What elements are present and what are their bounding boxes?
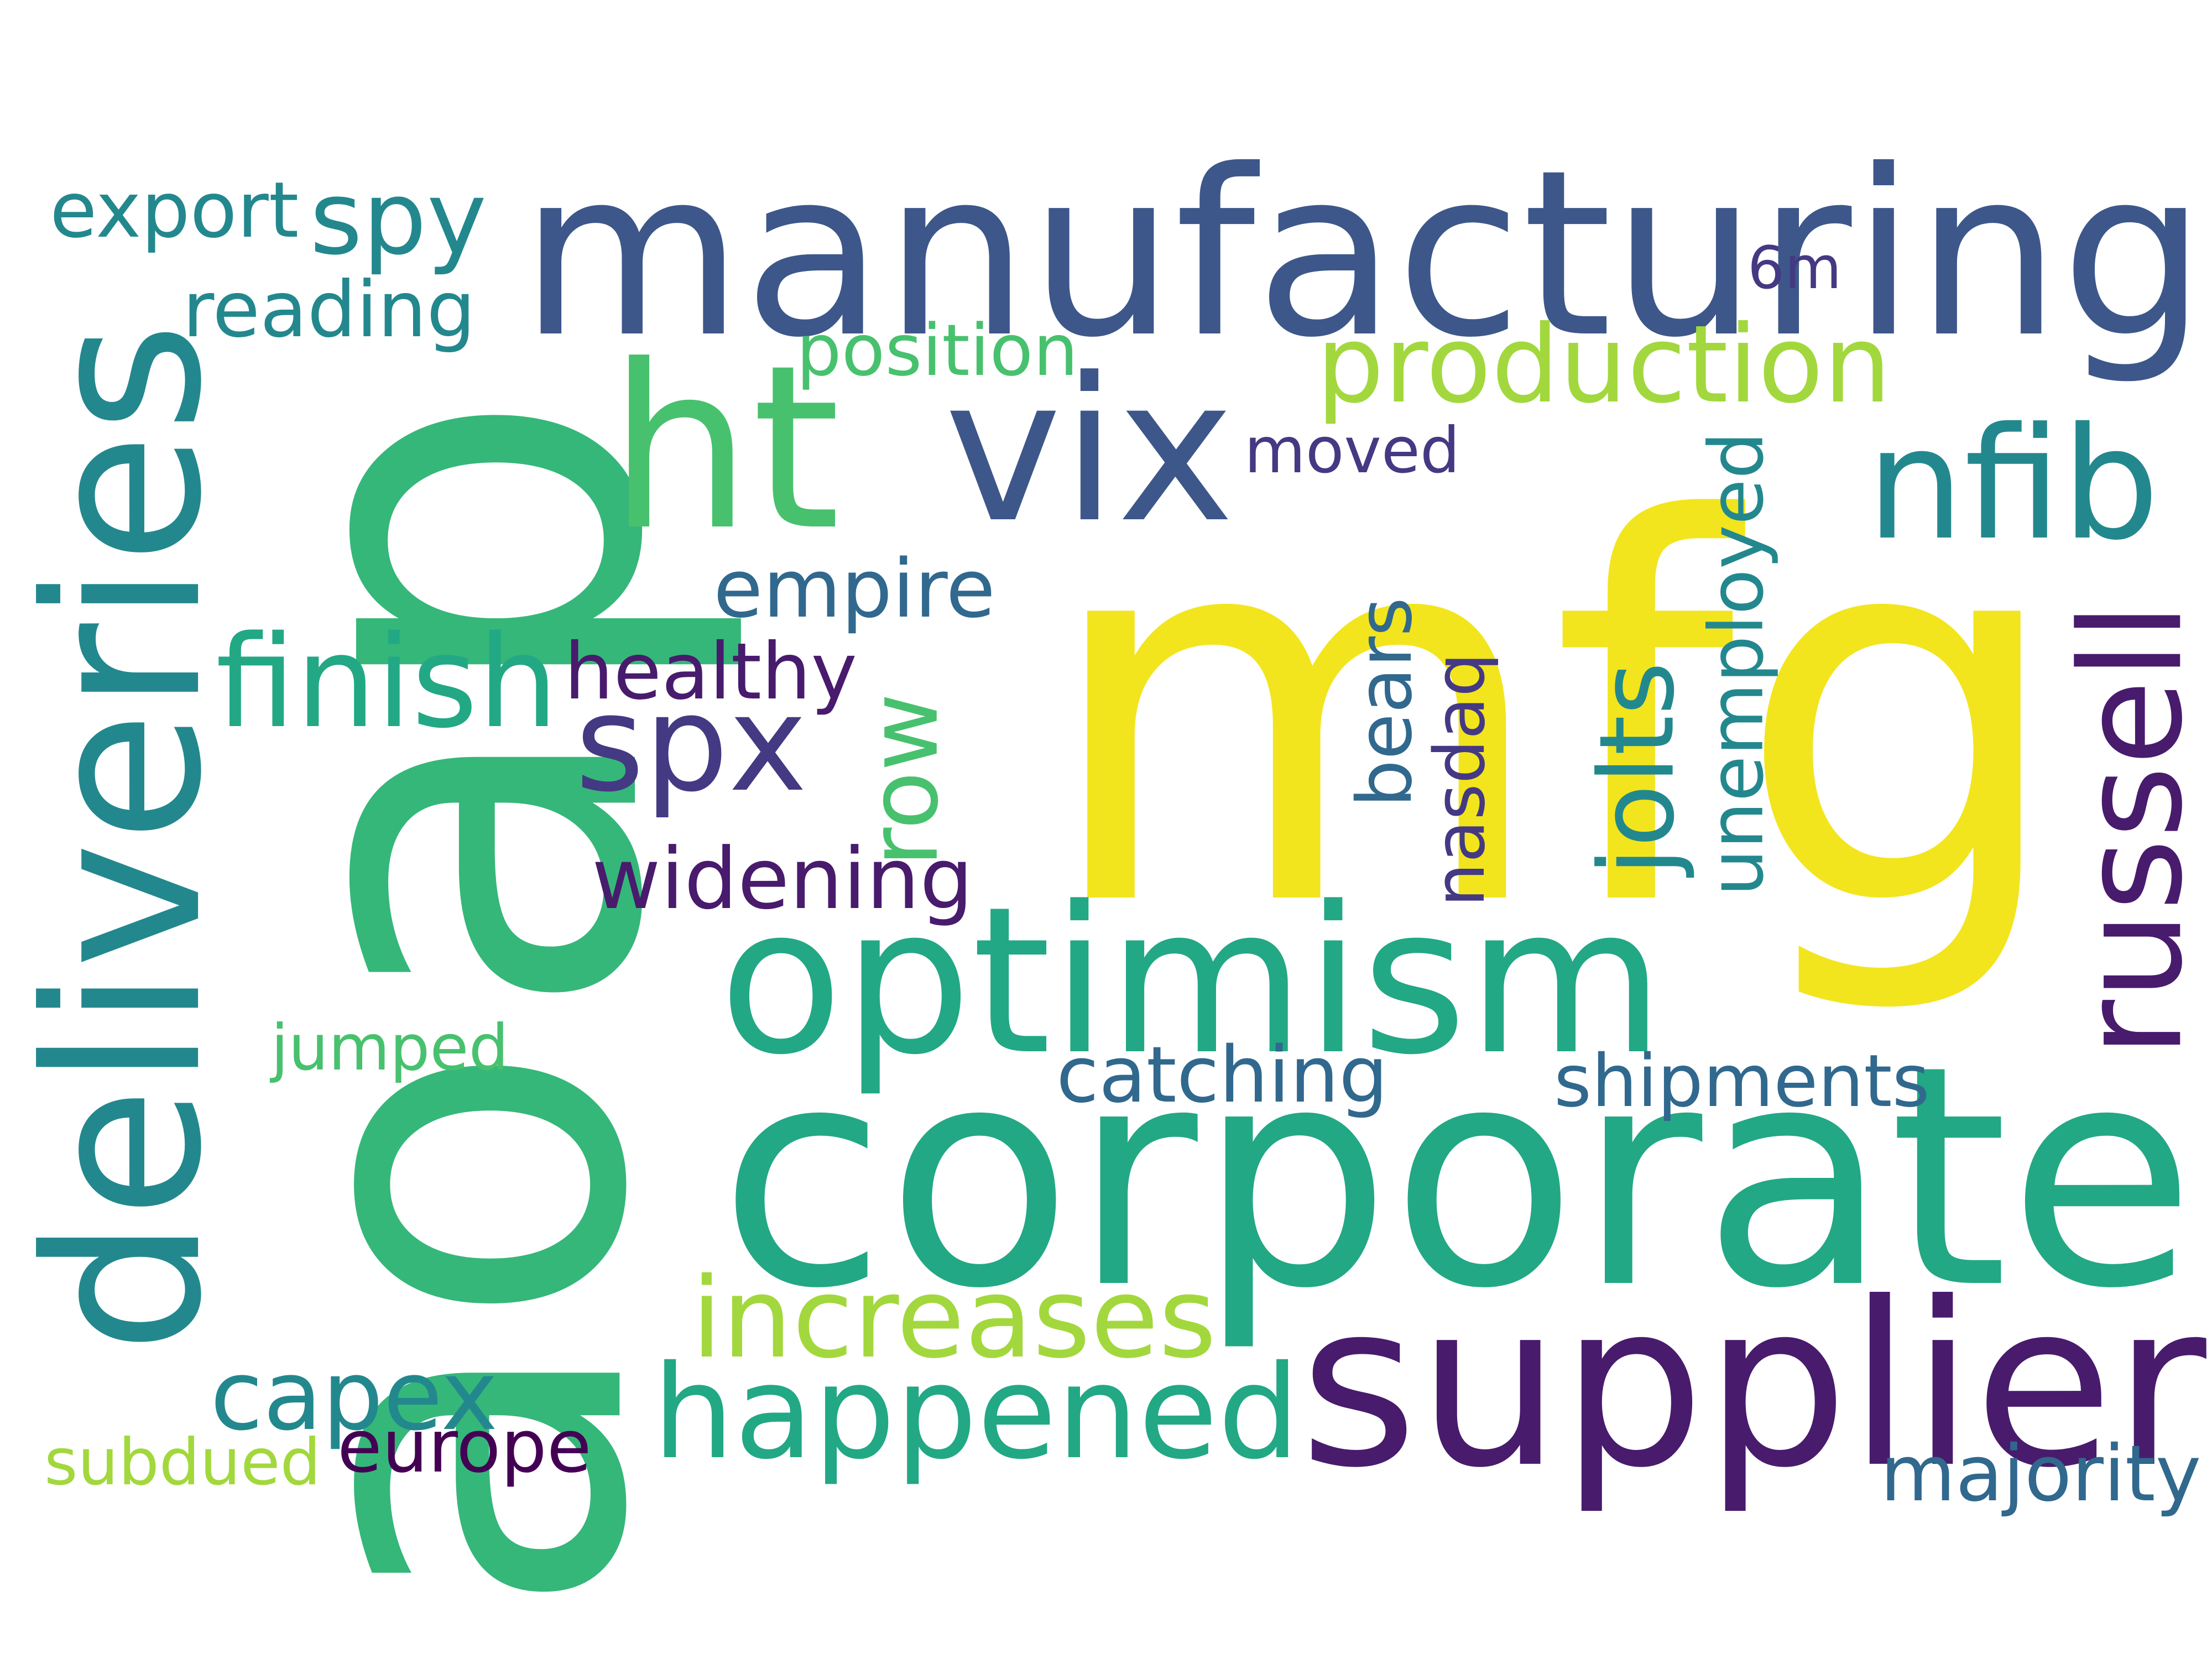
word-corporate: corporate [719, 1000, 2196, 1355]
word-supplier: supplier [1300, 1253, 2206, 1517]
word-jolts: jolts [1577, 661, 1697, 876]
word-spy: spy [310, 159, 487, 278]
word-healthy: healthy [564, 626, 857, 717]
word-ht: ht [608, 316, 841, 580]
word-europe: europe [337, 1404, 592, 1489]
word-nasdaq: nasdaq [1419, 653, 1500, 907]
word-manufacturing: manufacturing [520, 120, 2206, 388]
word-vix: vix [944, 335, 1235, 566]
word-6m: 6m [1747, 234, 1842, 302]
word-empire: empire [713, 542, 996, 636]
word-reading: reading [182, 264, 476, 354]
word-unemployed: unemployed [1693, 431, 1780, 896]
word-russell: russell [2049, 602, 2212, 1057]
word-catching: catching [1056, 1030, 1389, 1120]
word-shipments: shipments [1554, 1039, 1930, 1123]
word-production: production [1316, 302, 1892, 427]
word-mfg: mfg [1040, 411, 2068, 1021]
word-increases: increases [691, 1254, 1217, 1383]
word-spx: spx [575, 666, 807, 821]
word-nfib: nfib [1866, 394, 2160, 574]
word-finish: finish [216, 609, 559, 757]
word-happened: happened [653, 1337, 1300, 1488]
word-export: export [50, 165, 299, 255]
word-optimism: optimism [719, 863, 1665, 1099]
word-ao: ao [180, 1039, 732, 1620]
word-deliveries: deliveries [0, 321, 249, 1354]
word-moved: moved [1244, 414, 1460, 487]
word-subdued: subdued [44, 1425, 321, 1500]
word-majority: majority [1880, 1428, 2201, 1519]
word-bears: bears [1342, 597, 1430, 808]
word-jumped: jumped [271, 1011, 509, 1084]
word-capex: capex [210, 1340, 498, 1452]
word-widening: widening [592, 830, 973, 928]
word-position: position [796, 309, 1078, 392]
